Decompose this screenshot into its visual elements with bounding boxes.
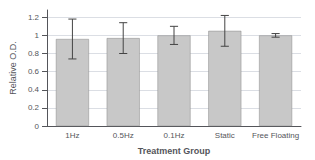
svg-text:1Hz: 1Hz [65, 131, 79, 140]
svg-text:0.4: 0.4 [28, 85, 40, 94]
svg-text:Treatment Group: Treatment Group [138, 146, 211, 156]
svg-text:0.5Hz: 0.5Hz [113, 131, 134, 140]
svg-text:0.8: 0.8 [28, 49, 40, 58]
svg-text:0.6: 0.6 [28, 67, 40, 76]
svg-text:1: 1 [35, 31, 40, 40]
svg-text:Static: Static [215, 131, 235, 140]
svg-text:Relative O.D.: Relative O.D. [8, 41, 18, 95]
svg-text:Free Floating: Free Floating [252, 131, 299, 140]
svg-text:0.1Hz: 0.1Hz [164, 131, 185, 140]
svg-text:0.2: 0.2 [28, 103, 40, 112]
svg-text:1.2: 1.2 [28, 13, 40, 22]
svg-text:0: 0 [35, 122, 40, 131]
